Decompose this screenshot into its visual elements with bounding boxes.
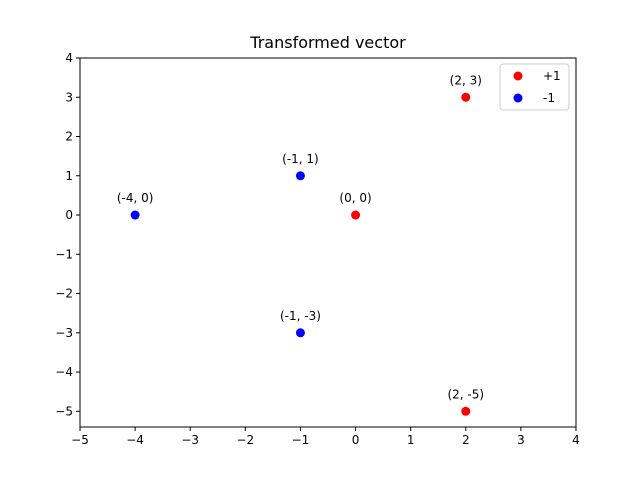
data-points: (2, 3) (0, 0) (2, -5) (-1, 1) (-4, 0) (-1, -3…: [117, 73, 484, 416]
data-point: [130, 210, 140, 220]
point-annotation: (2, 3): [450, 73, 482, 87]
x-tick-label: 1: [407, 433, 415, 447]
legend-label: +1: [543, 69, 561, 83]
y-tick-label: 3: [65, 90, 73, 104]
y-tick-label: 4: [65, 51, 73, 65]
x-tick-label: −5: [71, 433, 89, 447]
x-tick-label: 0: [352, 433, 360, 447]
x-tick-label: 3: [517, 433, 525, 447]
chart-title: Transformed vector: [249, 33, 406, 52]
x-tick-label: −3: [181, 433, 199, 447]
x-tick-label: 4: [572, 433, 580, 447]
y-tick-label: 1: [65, 169, 73, 183]
data-point: [295, 328, 305, 338]
plot-frame: [79, 57, 577, 428]
y-tick-label: −2: [55, 287, 73, 301]
y-tick-label: −1: [55, 247, 73, 261]
axis-ticks: −5 −4 −3 −2 −1 0 1 2 3 4 −5 −4 −3 −2 −1 0 1 2 3 4: [55, 51, 580, 447]
data-point: [461, 92, 471, 102]
point-annotation: (-4, 0): [117, 191, 154, 205]
x-tick-label: −4: [126, 433, 144, 447]
y-tick-label: −3: [55, 326, 73, 340]
legend: +1 -1: [499, 63, 570, 111]
point-annotation: (-1, -3): [280, 309, 321, 323]
y-tick-label: 0: [65, 208, 73, 222]
data-point: [351, 210, 361, 220]
y-tick-label: −4: [55, 365, 73, 379]
y-tick-label: 2: [65, 130, 73, 144]
point-annotation: (2, -5): [447, 387, 484, 401]
x-tick-label: −1: [292, 433, 310, 447]
legend-label: -1: [543, 91, 555, 105]
data-point: [295, 171, 305, 181]
legend-marker: [513, 93, 523, 103]
y-tick-label: −5: [55, 404, 73, 418]
legend-marker: [513, 71, 523, 81]
x-tick-label: −2: [236, 433, 254, 447]
data-point: [461, 406, 471, 416]
x-tick-label: 2: [462, 433, 470, 447]
point-annotation: (0, 0): [339, 191, 371, 205]
point-annotation: (-1, 1): [282, 152, 319, 166]
